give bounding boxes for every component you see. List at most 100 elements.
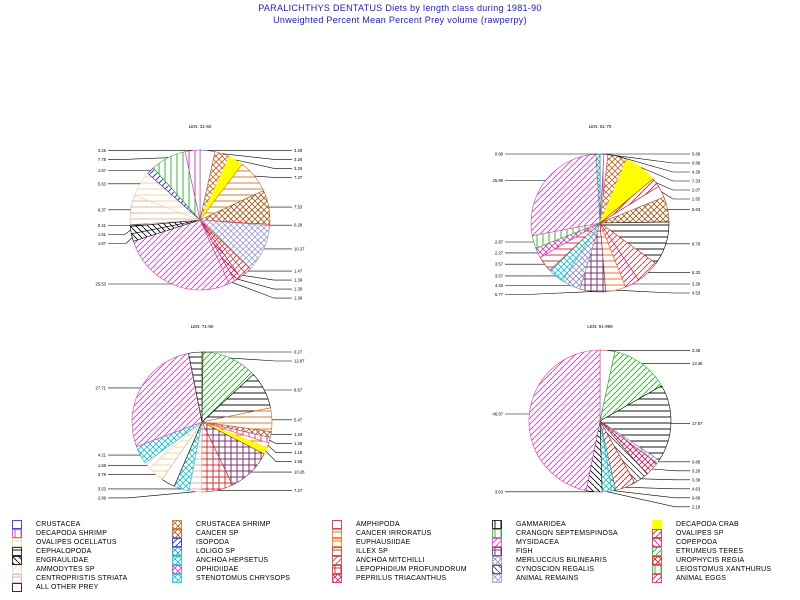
legend-item-cancer-irroratus: CANCER IRRORATUS (332, 529, 431, 538)
legend-label: STENOTOMUS CHRYSOPS (196, 575, 291, 582)
pie-slice-mysidacea (132, 219, 230, 291)
legend-item-crangon-septemspinosa: CRANGON SEPTEMSPINOSA (492, 529, 618, 538)
leader-line (625, 487, 690, 490)
leader-line (242, 275, 292, 281)
data-label: 3.57 (495, 273, 504, 278)
legend-item-gammaridea: GAMMARIDEA (492, 520, 566, 529)
legend-label: ANIMAL EGGS (676, 575, 727, 582)
pie-slice-mysidacea (530, 153, 601, 237)
legend-label: CENTROPRISTIS STRIATA (36, 575, 128, 582)
data-label: 1.28 (294, 441, 303, 446)
legend-swatch (332, 556, 342, 565)
data-label: 2.87 (495, 240, 504, 245)
leader-line (235, 159, 292, 169)
data-label: 0.41 (98, 223, 107, 228)
pie-slice-mysidacea (131, 352, 203, 448)
legend-item-stenotomus-chrysops: STENOTOMUS CHRYSOPS (172, 574, 290, 583)
leader-line (652, 468, 690, 472)
data-label: 7.37 (294, 175, 303, 180)
data-label: 0.27 (294, 350, 303, 355)
pie-title: LEN: 71-90 (191, 324, 214, 329)
legend-label: ENGRAULIDAE (36, 557, 89, 564)
data-label: 46.87 (493, 411, 504, 416)
data-label: 0.28 (294, 223, 303, 228)
pie-title: LEN: 31-50 (189, 124, 212, 129)
legend-item-engraulidae: ENGRAULIDAE (12, 556, 88, 565)
legend-label: OVALIPES SP (676, 530, 724, 537)
legend-swatch (12, 547, 22, 556)
data-label: 3.38 (692, 477, 701, 482)
data-label: 1.39 (294, 287, 303, 292)
data-label: 4.63 (692, 486, 701, 491)
legend-swatch (492, 520, 502, 529)
legend-label: CEPHALOPODA (36, 548, 92, 555)
legend-label: UROPHYCIS REGIA (676, 557, 745, 564)
legend-item-copepoda: COPEPODA (652, 538, 717, 547)
legend-item-cephalopoda: CEPHALOPODA (12, 547, 92, 556)
legend-swatch (12, 583, 22, 592)
legend-label: PEPRILUS TRIACANTHUS (356, 575, 447, 582)
legend-swatch (492, 565, 502, 574)
legend-item-loligo-sp: LOLIGO SP (172, 547, 235, 556)
legend-item-illex-sp: ILLEX SP (332, 547, 388, 556)
data-label: 4.21 (98, 453, 107, 458)
data-label: 7.53 (294, 205, 303, 210)
leader-line (661, 191, 690, 200)
legend-swatch (492, 529, 502, 538)
legend-label: LEIOSTOMUS XANTHURUS (676, 566, 772, 573)
legend-label: CRANGON SEPTEMSPINOSA (516, 530, 618, 537)
legend-label: ILLEX SP (356, 548, 388, 555)
data-label: 1.47 (294, 269, 303, 274)
legend-label: CANCER SP (196, 530, 239, 537)
legend-label: EUPHAUSIIDAE (356, 539, 411, 546)
legend-swatch (332, 574, 342, 583)
legend-item-all-other-prey: ALL OTHER PREY (12, 583, 98, 592)
leader-line (108, 157, 169, 160)
legend-item-fish: FISH (492, 547, 533, 556)
data-label: 0.88 (692, 495, 701, 500)
data-label: 3.28 (294, 148, 303, 153)
legend-swatch (172, 556, 182, 565)
leader-line (269, 439, 292, 444)
data-label: 1.33 (294, 432, 303, 437)
legend-item-ovalipes-ocellatus: OVALIPES OCELLATUS (12, 538, 117, 547)
pie-chart-1: LEN: 31-50 3.28 3.26 3.26 7.37 7.53 0.28 10.37 1… (96, 124, 306, 301)
legend-swatch (492, 547, 502, 556)
legend-swatch (652, 574, 662, 583)
legend-item-centropristis-striata: CENTROPRISTIS STRIATA (12, 574, 127, 583)
legend-item-animal-eggs: ANIMAL EGGS (652, 574, 726, 583)
legend-item-ammodytes-sp: AMMODYTES SP (12, 565, 95, 574)
data-label: 13.36 (692, 361, 703, 366)
data-label: 9.78 (692, 241, 701, 246)
leader-line (108, 491, 196, 499)
data-label: 3.53 (98, 486, 107, 491)
leader-line (655, 182, 690, 191)
data-label: 10.28 (294, 470, 305, 475)
legend-item-anchoa-hepsetus: ANCHOA HEPSETUS (172, 556, 268, 565)
legend-label: OPHIDIIDAE (196, 566, 239, 573)
legend-label: DECAPODA CRAB (676, 521, 739, 528)
leader-line (617, 155, 690, 173)
data-label: 25.89 (493, 178, 504, 183)
leader-line (613, 490, 690, 499)
leader-line (505, 291, 593, 295)
legend-swatch (172, 565, 182, 574)
data-label: 5.63 (692, 207, 701, 212)
legend-swatch (12, 574, 22, 583)
legend-label: LEPOPHIDIUM PROFUNDORUM (356, 566, 467, 573)
leader-line (606, 491, 690, 508)
pie-slice-cephalopoda (188, 351, 203, 423)
legend-swatch (652, 547, 662, 556)
leader-line (254, 175, 292, 178)
legend-swatch (492, 538, 502, 547)
leader-line (641, 478, 690, 481)
leader-line (605, 154, 690, 164)
legend-item-ophidiidae: OPHIDIIDAE (172, 565, 238, 574)
data-label: 3.79 (98, 472, 107, 477)
legend-label: LOLIGO SP (196, 548, 236, 555)
data-label: 4.53 (692, 290, 701, 295)
data-label: 7.27 (294, 488, 303, 493)
legend-swatch (652, 556, 662, 565)
data-label: 3.63 (495, 489, 504, 494)
legend-label: CRUSTACEA SHRIMP (196, 521, 271, 528)
